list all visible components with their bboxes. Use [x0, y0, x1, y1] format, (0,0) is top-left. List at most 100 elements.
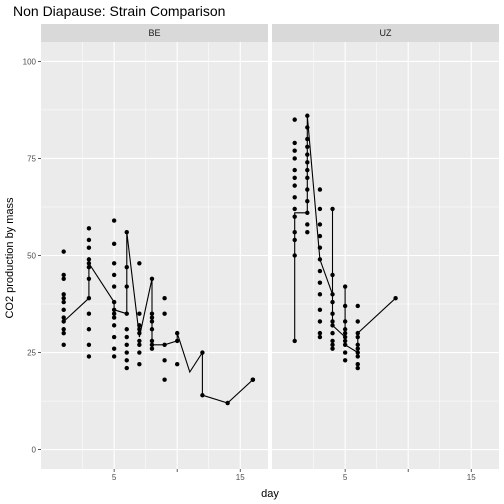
data-point	[305, 175, 310, 181]
data-point	[292, 237, 297, 243]
data-point	[111, 218, 117, 223]
x-tick-label: 15	[236, 473, 245, 482]
data-point	[292, 167, 297, 173]
data-point	[342, 319, 348, 324]
data-point	[124, 284, 129, 289]
data-point	[305, 113, 310, 118]
data-point	[342, 342, 348, 347]
data-point	[86, 257, 92, 262]
data-point	[124, 311, 129, 316]
data-point	[355, 346, 360, 351]
x-tick-label: 5	[343, 473, 348, 482]
data-point	[292, 214, 297, 219]
data-point	[355, 342, 360, 347]
data-point	[61, 307, 66, 313]
data-point	[330, 342, 335, 347]
data-point	[111, 284, 117, 289]
data-point	[330, 323, 335, 328]
data-point	[137, 261, 142, 266]
data-point	[149, 319, 155, 324]
strip-background	[41, 24, 268, 42]
y-tick-label: 100	[23, 57, 37, 66]
data-point	[355, 319, 360, 324]
data-point	[305, 198, 310, 204]
data-point	[137, 361, 142, 367]
data-point	[149, 338, 155, 344]
data-point	[124, 342, 129, 347]
data-point	[317, 292, 323, 297]
data-point	[175, 338, 180, 344]
data-point	[393, 296, 398, 301]
data-point	[124, 358, 129, 363]
data-point	[61, 249, 66, 254]
data-point	[342, 338, 348, 344]
data-point	[292, 253, 297, 258]
data-point	[86, 264, 92, 270]
y-axis-title: CO2 production by mass	[4, 197, 16, 319]
data-point	[111, 315, 117, 320]
data-point	[61, 330, 66, 336]
data-point	[124, 327, 129, 332]
data-point	[149, 342, 155, 347]
data-point	[61, 292, 66, 297]
data-point	[124, 334, 129, 340]
data-point	[61, 296, 66, 301]
data-point	[330, 338, 335, 344]
data-point	[330, 346, 335, 351]
data-point	[124, 365, 129, 371]
y-tick-label: 50	[27, 252, 36, 261]
data-point	[355, 330, 360, 336]
data-point	[137, 311, 142, 316]
x-tick-label: 5	[112, 473, 117, 482]
data-point	[317, 307, 323, 313]
data-point	[111, 346, 117, 351]
data-point	[292, 117, 297, 122]
data-point	[292, 148, 297, 153]
data-point	[330, 206, 335, 212]
data-point	[149, 327, 155, 332]
y-axis-ticks: 0 25 50 75 100	[23, 57, 41, 455]
data-point	[61, 319, 66, 324]
data-point	[124, 230, 129, 235]
data-point	[292, 230, 297, 235]
data-point	[330, 330, 335, 336]
data-point	[330, 292, 335, 297]
data-point	[124, 264, 129, 270]
x-axis-ticks: 5 15 5 15	[112, 469, 476, 482]
data-point	[355, 354, 360, 359]
data-point	[317, 330, 323, 336]
data-point	[305, 167, 310, 173]
data-point	[317, 187, 323, 192]
data-point	[61, 315, 66, 320]
data-point	[149, 346, 155, 351]
data-point	[162, 377, 167, 382]
data-point	[305, 152, 310, 157]
data-point	[137, 330, 142, 336]
data-point	[317, 206, 323, 212]
data-point	[111, 307, 117, 313]
data-point	[292, 195, 297, 200]
data-point	[330, 299, 335, 305]
data-point	[162, 311, 167, 316]
data-point	[305, 125, 310, 130]
data-point	[317, 268, 323, 274]
data-point	[137, 327, 142, 332]
data-point	[305, 210, 310, 215]
data-point	[86, 276, 92, 281]
data-point	[111, 354, 117, 359]
data-point	[111, 261, 117, 266]
panel-be: BE	[41, 24, 268, 469]
data-point	[149, 276, 155, 281]
x-tick-label: 15	[467, 473, 476, 482]
y-tick-label: 0	[32, 446, 37, 455]
data-point	[305, 230, 310, 235]
data-point	[137, 323, 142, 328]
data-point	[124, 350, 129, 355]
data-point	[292, 338, 297, 344]
data-point	[305, 144, 310, 150]
strip-label: BE	[148, 28, 160, 38]
data-point	[355, 350, 360, 355]
data-point	[355, 334, 360, 340]
chart-title: Non Diapause: Strain Comparison	[13, 3, 225, 19]
